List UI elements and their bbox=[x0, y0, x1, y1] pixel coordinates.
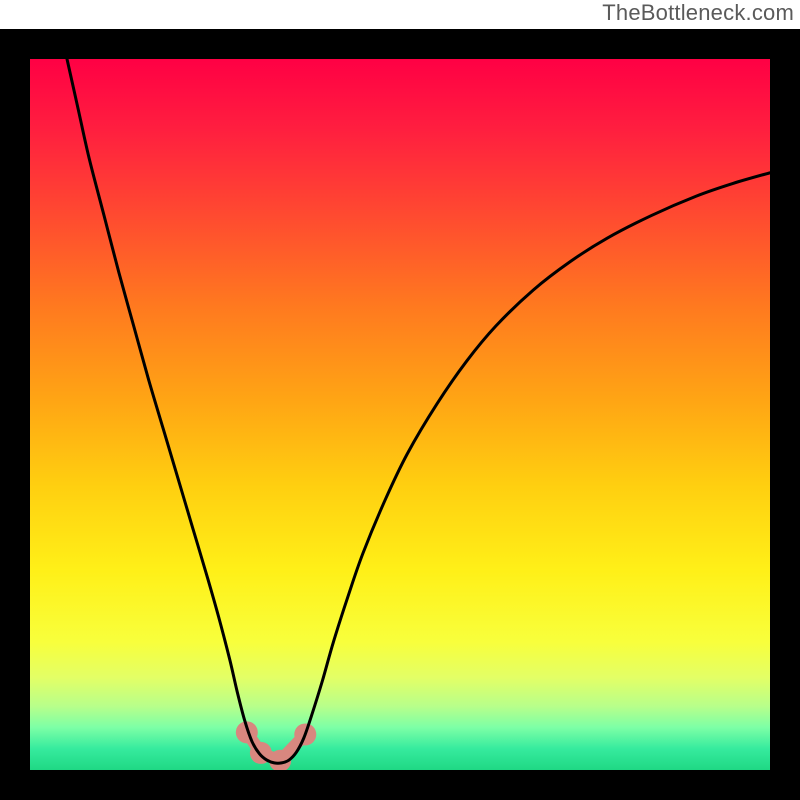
plot-area bbox=[30, 59, 770, 770]
chart-background bbox=[30, 59, 770, 770]
watermark-label: TheBottleneck.com bbox=[602, 0, 794, 26]
bottleneck-curve-chart bbox=[30, 59, 770, 770]
chart-root: TheBottleneck.com bbox=[0, 0, 800, 800]
